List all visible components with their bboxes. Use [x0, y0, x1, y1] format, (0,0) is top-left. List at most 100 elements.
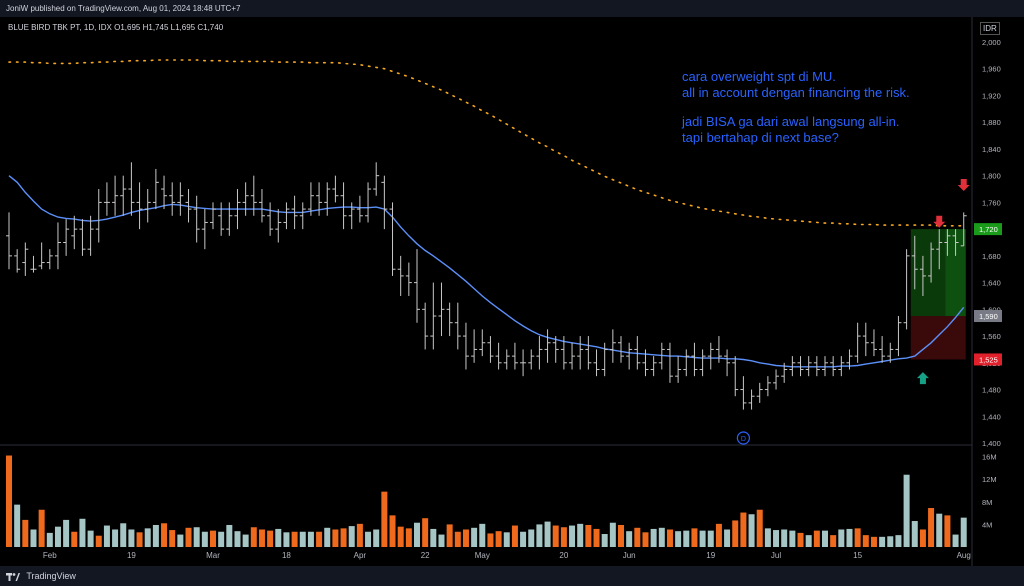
- volume-bar: [822, 530, 828, 547]
- price-chart[interactable]: D 2,000 1,960 1,920 1,880 1,840 1,800 1,760 1,72…: [0, 17, 1024, 566]
- arrow-up-icon: [916, 372, 929, 385]
- volume-bar: [813, 530, 820, 547]
- volume-bar: [30, 529, 37, 547]
- ohlc-bar: [585, 336, 592, 370]
- ohlc-bar: [675, 356, 682, 383]
- volume-bar: [748, 514, 755, 547]
- ohlc-bar: [634, 336, 641, 370]
- ohlc-bar: [560, 336, 567, 370]
- volume-bar: [414, 522, 420, 547]
- volume-bar: [773, 530, 780, 547]
- price-tag: [974, 310, 1002, 323]
- arrow-down-icon: [957, 179, 970, 192]
- ohlc-bar: [210, 202, 216, 230]
- fast-moving-average-line: [8, 175, 965, 368]
- currency-badge[interactable]: IDR: [980, 22, 1000, 35]
- price-tick-label: 1,560: [982, 332, 1001, 341]
- volume-bar: [422, 518, 429, 547]
- annotation-line-4[interactable]: tapi bertahap di next base?: [682, 130, 839, 145]
- volume-bar: [218, 531, 225, 547]
- ohlc-bar: [879, 336, 886, 363]
- volume-bar: [87, 530, 94, 547]
- price-tick-label: 1,680: [982, 252, 1001, 261]
- time-tick-label: Jun: [623, 551, 636, 560]
- volume-bar: [242, 534, 249, 547]
- ohlc-bar: [46, 249, 53, 270]
- annotation-line-3[interactable]: jadi BISA ga dari awal langsung all-in.: [682, 114, 900, 129]
- volume-bar: [299, 531, 306, 547]
- volume-bar: [38, 509, 45, 547]
- volume-bar: [356, 523, 363, 547]
- volume-bar: [389, 515, 396, 547]
- ohlc-bar: [544, 329, 551, 363]
- volume-bar: [585, 524, 592, 547]
- ohlc-bar: [520, 349, 527, 377]
- ohlc-bar: [144, 189, 151, 223]
- volume-bar: [650, 528, 657, 547]
- arrow-down-icon: [933, 215, 946, 228]
- ohlc-bar: [258, 189, 265, 223]
- time-tick-label: Mar: [206, 551, 220, 560]
- ohlc-bar: [405, 262, 412, 296]
- volume-bar: [503, 532, 510, 547]
- close-value: C1,740: [197, 23, 224, 32]
- ohlc-bar: [552, 336, 559, 363]
- volume-bar: [446, 524, 453, 547]
- volume-bars: [6, 455, 967, 547]
- ohlc-bar: [895, 316, 902, 357]
- ohlc-bar: [422, 302, 429, 350]
- ohlc-bar: [283, 202, 290, 230]
- volume-bar: [618, 524, 624, 547]
- ohlc-bar: [169, 182, 176, 216]
- time-tick-label: Jul: [771, 551, 781, 560]
- volume-bar: [609, 522, 616, 547]
- ohlc-bar: [691, 342, 698, 377]
- ohlc-bar: [887, 342, 894, 363]
- annotation-line-2[interactable]: all in account dengan financing the risk…: [682, 85, 910, 100]
- price-tick-label: 1,600: [982, 305, 1001, 314]
- volume-bar: [112, 529, 119, 547]
- ohlc-bar: [177, 182, 184, 216]
- volume-bar: [71, 531, 78, 547]
- time-tick-label: 19: [706, 551, 715, 560]
- ohlc-bar: [577, 336, 584, 370]
- ohlc-bar: [511, 342, 518, 370]
- volume-bar: [781, 529, 788, 547]
- volume-bar: [797, 532, 804, 547]
- volume-bar: [487, 533, 494, 547]
- ohlc-bar: [626, 342, 633, 370]
- ohlc-bar: [715, 336, 722, 363]
- volume-bar: [234, 531, 241, 547]
- ohlc-bar: [618, 336, 624, 363]
- volume-bar: [724, 529, 731, 547]
- volume-bar: [626, 531, 633, 547]
- time-tick-label: May: [475, 551, 490, 560]
- volume-bar: [291, 531, 298, 547]
- ohlc-bar: [332, 175, 339, 203]
- ohlc-bar: [454, 302, 461, 350]
- ohlc-bar: [6, 212, 12, 270]
- ohlc-bar: [797, 356, 804, 377]
- price-tick-label: 1,760: [982, 198, 1001, 207]
- ohlc-bars: [6, 162, 967, 410]
- ohlc-bar: [242, 182, 249, 216]
- ohlc-bar: [707, 342, 714, 370]
- ohlc-bar: [185, 189, 192, 223]
- ohlc-bar: [95, 189, 102, 243]
- low-value: L1,695: [170, 23, 196, 32]
- symbol-name: BLUE BIRD TBK PT, 1D, IDX: [8, 23, 112, 32]
- volume-bar: [911, 521, 918, 547]
- ohlc-bar: [381, 175, 388, 230]
- ohlc-bar: [944, 229, 951, 256]
- volume-bar: [560, 527, 567, 547]
- volume-bar: [267, 530, 274, 547]
- price-tag-label: 1,525: [979, 355, 998, 364]
- volume-bar: [879, 536, 886, 547]
- annotation-line-1[interactable]: cara overweight spt di MU.: [682, 69, 836, 84]
- volume-bar: [14, 504, 21, 547]
- volume-bar: [805, 535, 812, 547]
- ohlc-bar: [536, 336, 543, 370]
- ohlc-bar: [503, 349, 510, 370]
- ohlc-bar: [846, 349, 853, 370]
- ohlc-bar: [601, 342, 608, 377]
